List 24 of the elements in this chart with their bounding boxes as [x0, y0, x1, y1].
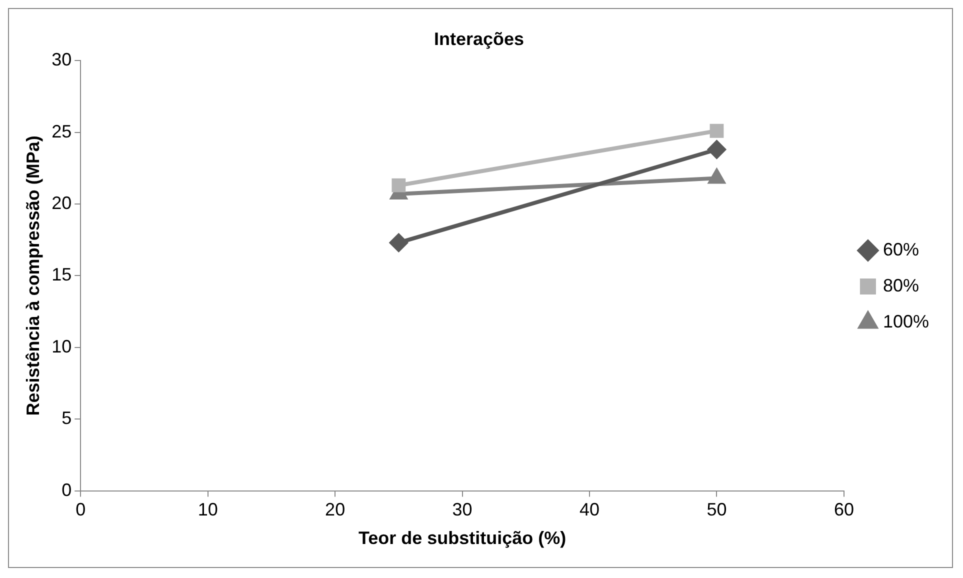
y-tick-label: 25 [52, 121, 72, 142]
legend-label: 60% [882, 239, 919, 260]
point [392, 178, 406, 192]
x-tick-label: 60 [834, 500, 854, 520]
x-tick-label: 30 [452, 500, 472, 520]
point [708, 140, 726, 159]
point [710, 124, 724, 138]
legend-label: 100% [882, 311, 930, 332]
y-tick-label: 20 [52, 192, 72, 213]
y-tick-label: 0 [62, 480, 72, 500]
chart-title: Interações [434, 28, 524, 49]
y-tick-label: 15 [52, 264, 72, 285]
x-tick-label: 10 [198, 500, 218, 520]
y-tick-label: 30 [52, 50, 72, 70]
x-tick-label: 0 [76, 500, 86, 520]
point [390, 234, 408, 252]
x-tick-label: 50 [706, 500, 727, 520]
y-tick-label: 10 [52, 336, 72, 356]
y-axis-title: Resistência à compressão (MPa) [22, 136, 43, 416]
y-tick-label: 5 [62, 408, 72, 428]
x-tick-label: 40 [580, 500, 600, 520]
legend-label: 80% [882, 275, 919, 296]
x-tick-label: 20 [325, 500, 346, 520]
x-axis-title: Teor de substituição (%) [358, 528, 566, 548]
